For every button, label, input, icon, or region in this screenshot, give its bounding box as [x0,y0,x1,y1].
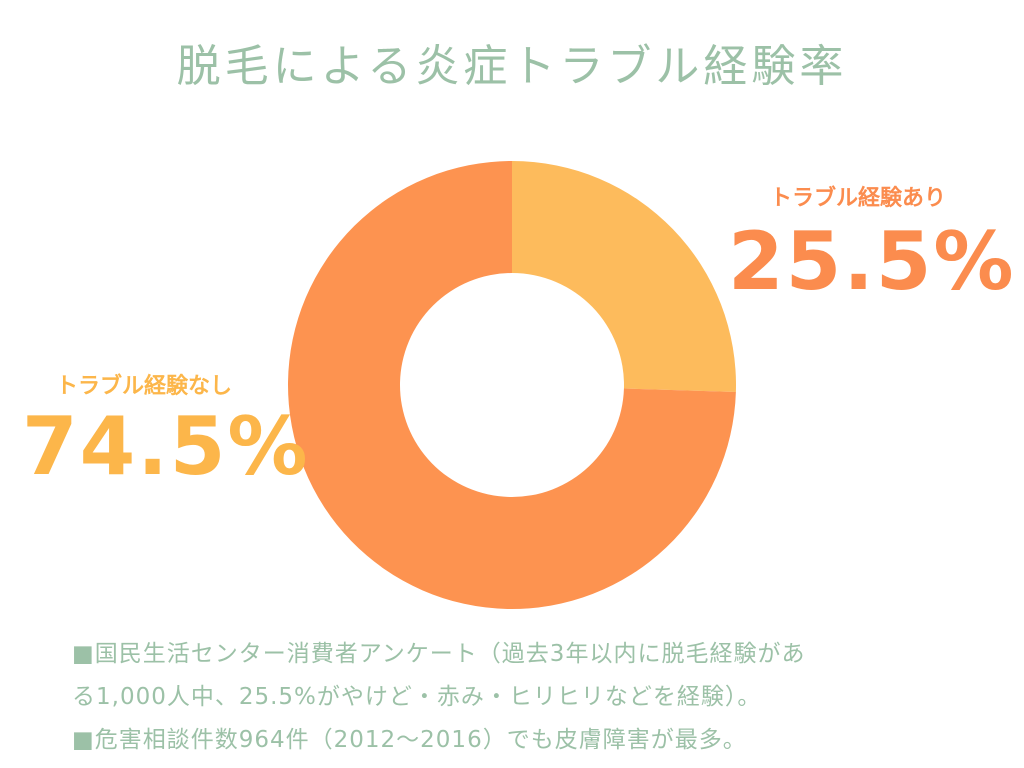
chart-title: 脱毛による炎症トラブル経験率 [176,41,848,92]
slice-label-nashi-name: トラブル経験なし [56,374,233,399]
pie-slice-0 [512,161,736,393]
note-line: ■危害相談件数964件（2012～2016）でも皮膚障害が最多。 [72,727,747,753]
slice-label-nashi-value: 74.5% [22,400,310,493]
slice-label-ari-name: トラブル経験あり [770,186,947,211]
note-line: ■国民生活センター消費者アンケート（過去3年以内に脱毛経験があ [72,641,806,667]
source-note: ■国民生活センター消費者アンケート（過去3年以内に脱毛経験があ る1,000人中… [72,633,972,762]
note-line: る1,000人中、25.5%がやけど・赤み・ヒリヒリなどを経験）。 [72,684,762,710]
pie-slice-1 [287,161,736,609]
slice-label-ari-value: 25.5% [728,215,1016,308]
